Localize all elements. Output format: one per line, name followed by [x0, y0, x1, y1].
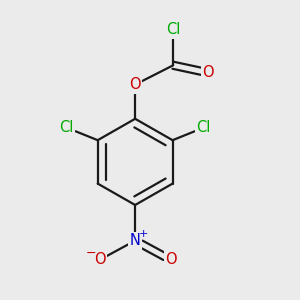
Text: O: O: [202, 65, 214, 80]
Text: Cl: Cl: [166, 22, 180, 37]
Text: −: −: [86, 247, 96, 260]
Text: +: +: [139, 229, 148, 239]
Text: O: O: [129, 77, 141, 92]
Text: O: O: [165, 253, 177, 268]
Text: N: N: [130, 233, 141, 248]
Text: Cl: Cl: [60, 120, 74, 135]
Text: Cl: Cl: [196, 120, 211, 135]
Text: O: O: [94, 253, 105, 268]
